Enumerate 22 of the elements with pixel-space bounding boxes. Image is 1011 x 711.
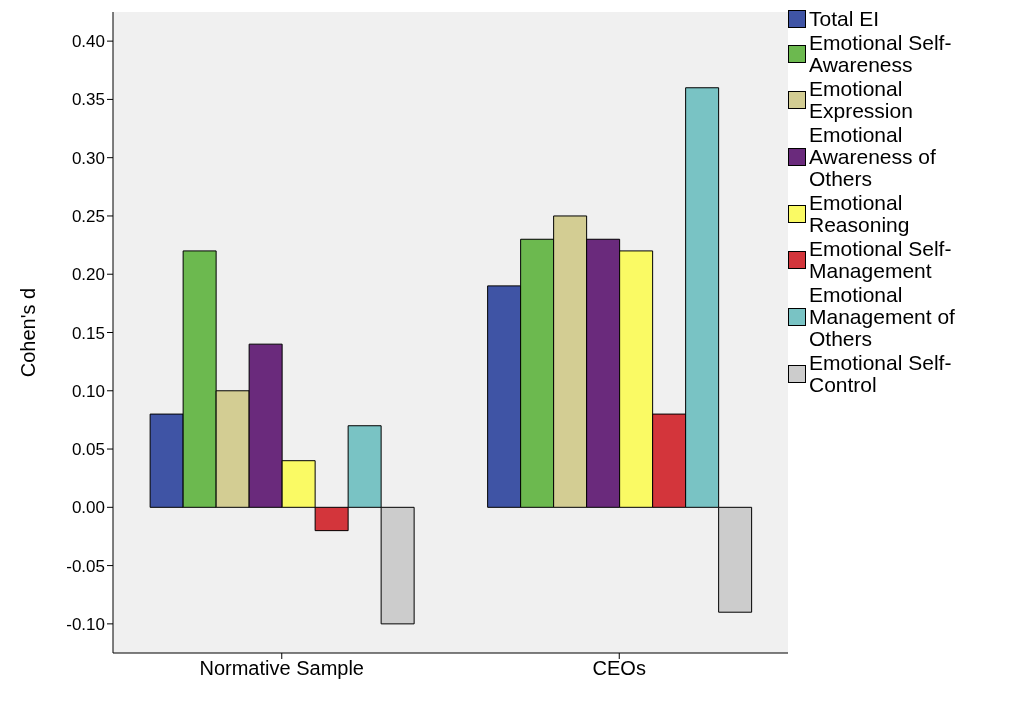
legend-label: Emotional Self-Awareness — [809, 31, 953, 76]
legend-label: Emotional Self-Control — [809, 351, 953, 396]
legend-label: Emotional Awareness of Others — [809, 123, 937, 190]
legend-label: Emotional Management of Others — [809, 283, 956, 350]
legend-label: Emotional Reasoning — [809, 191, 911, 236]
y-tick-label: 0.30 — [71, 148, 105, 168]
legend-label: Emotional Expression — [809, 77, 914, 122]
y-tick-label: 0.00 — [71, 498, 105, 518]
legend-label: Emotional Self-Management — [809, 237, 953, 282]
y-tick-label: 0.25 — [71, 206, 105, 226]
y-tick-label: 0.15 — [71, 323, 105, 343]
y-tick-label: -0.10 — [66, 614, 105, 634]
y-tick-label: 0.10 — [71, 381, 105, 401]
y-tick-label: 0.40 — [71, 32, 105, 52]
x-tick-label: Normative Sample — [199, 657, 365, 680]
y-tick-label: 0.05 — [71, 440, 105, 460]
y-tick-label: -0.05 — [66, 556, 105, 576]
legend-label: Total EI — [809, 7, 881, 30]
x-tick-label: CEOs — [592, 657, 646, 680]
y-tick-label: 0.35 — [71, 90, 105, 110]
y-axis-title: Cohen's d — [17, 287, 40, 378]
y-tick-label: 0.20 — [71, 265, 105, 285]
